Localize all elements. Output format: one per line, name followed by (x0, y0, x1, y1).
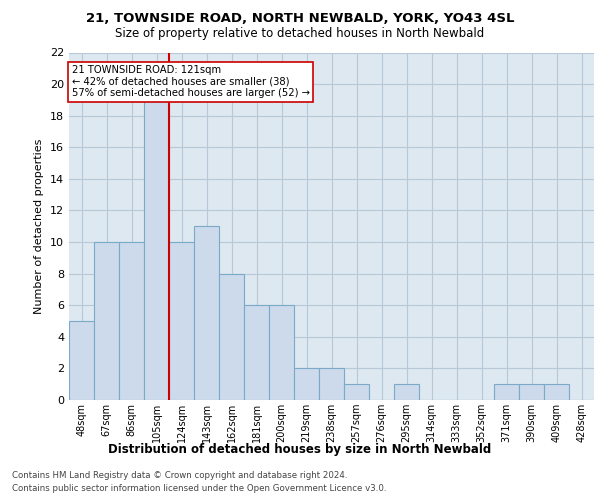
Text: Contains public sector information licensed under the Open Government Licence v3: Contains public sector information licen… (12, 484, 386, 493)
Text: Contains HM Land Registry data © Crown copyright and database right 2024.: Contains HM Land Registry data © Crown c… (12, 471, 347, 480)
Bar (494, 384, 519, 400)
Bar (69, 321, 94, 400)
Bar (394, 384, 419, 400)
Bar (269, 305, 294, 400)
Bar (119, 242, 144, 400)
Text: Size of property relative to detached houses in North Newbald: Size of property relative to detached ho… (115, 28, 485, 40)
Y-axis label: Number of detached properties: Number of detached properties (34, 138, 44, 314)
Text: Distribution of detached houses by size in North Newbald: Distribution of detached houses by size … (109, 442, 491, 456)
Bar (194, 226, 219, 400)
Text: 21 TOWNSIDE ROAD: 121sqm
← 42% of detached houses are smaller (38)
57% of semi-d: 21 TOWNSIDE ROAD: 121sqm ← 42% of detach… (71, 65, 310, 98)
Bar (94, 242, 119, 400)
Text: 21, TOWNSIDE ROAD, NORTH NEWBALD, YORK, YO43 4SL: 21, TOWNSIDE ROAD, NORTH NEWBALD, YORK, … (86, 12, 514, 26)
Bar (144, 100, 169, 400)
Bar (244, 305, 269, 400)
Bar (344, 384, 369, 400)
Bar (319, 368, 344, 400)
Bar (294, 368, 319, 400)
Bar (544, 384, 569, 400)
Bar (169, 242, 194, 400)
Bar (519, 384, 544, 400)
Bar (219, 274, 244, 400)
